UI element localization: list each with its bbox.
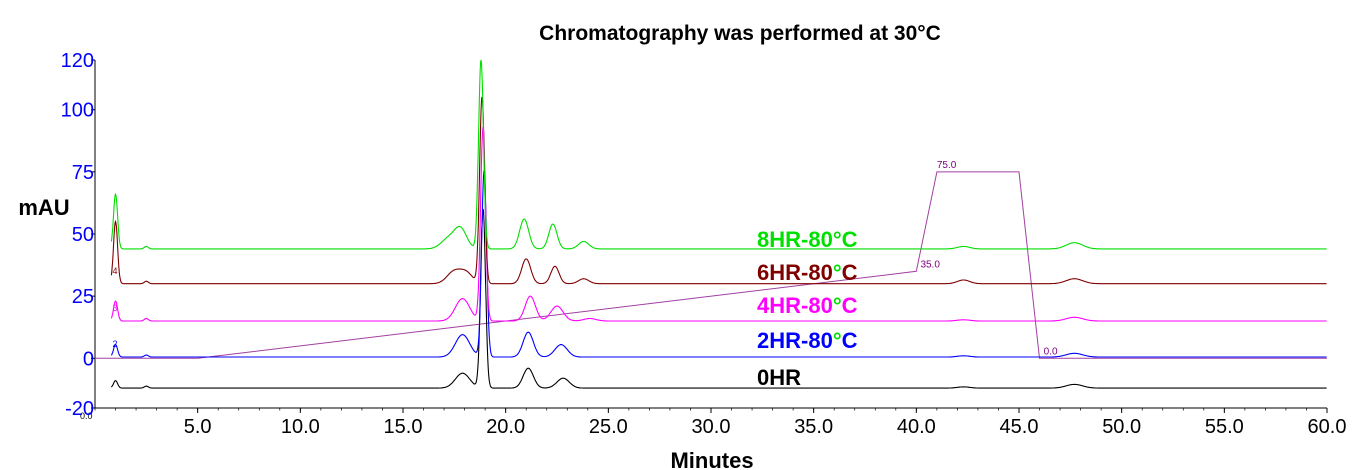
x-tick-label: 25.0 <box>589 416 628 438</box>
axes: 5.0 10.0 15.0 20.0 25.0 30.0 35.0 40.0 45.0 50.0 5… <box>61 50 1347 438</box>
trace-line <box>110 208 1327 389</box>
x-origin-label: 0.0 <box>80 411 93 421</box>
x-tick-label: 15.0 <box>384 416 423 438</box>
legend-entry: 4HR-80°C <box>757 293 858 318</box>
x-tick-label: 35.0 <box>794 416 833 438</box>
legend-label-suffix: C <box>842 293 858 318</box>
legend-label-main: 4HR-80 <box>757 293 833 318</box>
x-tick-label: 5.0 <box>184 416 212 438</box>
legend-label-main: 0HR <box>757 365 801 390</box>
legend-label-suffix: C <box>842 227 858 252</box>
x-tick-label: 60.0 <box>1308 416 1347 438</box>
gradient-label: 0.0 <box>1044 346 1058 357</box>
x-axis-label: Minutes <box>670 448 753 470</box>
legend-entry: 2HR-80°C <box>757 328 858 353</box>
y-tick-label: 0 <box>83 348 94 370</box>
gradient-label: 75.0 <box>937 160 957 171</box>
legend-degree-symbol: ° <box>833 227 842 252</box>
x-tick-label: 20.0 <box>486 416 525 438</box>
legend-degree-symbol: ° <box>833 328 842 353</box>
trace-line <box>110 59 1327 250</box>
peak-marker: 2 <box>113 339 118 349</box>
x-tick-label: 45.0 <box>1000 416 1039 438</box>
y-axis-label: mAU <box>18 195 69 220</box>
legend-label-main: 2HR-80 <box>757 328 833 353</box>
trace-line <box>110 170 1327 358</box>
legend-degree-symbol: ° <box>833 293 842 318</box>
y-tick-label: 75 <box>72 162 94 184</box>
gradient-label: 35.0 <box>920 259 940 270</box>
gradient-trace: 75.0 35.0 0.0 <box>95 160 1327 359</box>
peak-marker: 3 <box>113 303 118 313</box>
legend-entry: 0HR <box>757 365 801 390</box>
legend-label-main: 8HR-80 <box>757 227 833 252</box>
x-tick-label: 40.0 <box>897 416 936 438</box>
legend-label-main: 6HR-80 <box>757 260 833 285</box>
peak-marker: 4 <box>113 266 118 276</box>
x-tick-label: 30.0 <box>692 416 731 438</box>
sample-traces: 2 3 4 <box>110 59 1327 389</box>
x-tick-label: 55.0 <box>1205 416 1244 438</box>
trace-line <box>110 96 1327 285</box>
x-tick-label: 10.0 <box>281 416 320 438</box>
y-tick-label: 100 <box>61 100 94 122</box>
y-tick-label: 50 <box>72 224 94 246</box>
chart-title: Chromatography was performed at 30°C <box>539 22 941 45</box>
legend-degree-symbol: ° <box>833 260 842 285</box>
trace-line <box>110 126 1327 322</box>
legend-label-suffix: C <box>842 260 858 285</box>
legend-label-suffix: C <box>842 328 858 353</box>
y-tick-label: 120 <box>61 50 94 72</box>
gradient-line <box>95 171 1327 359</box>
legend-entry: 6HR-80°C <box>757 260 858 285</box>
y-tick-label: 25 <box>72 286 94 308</box>
x-tick-label: 50.0 <box>1102 416 1141 438</box>
y-tick-label: -20 <box>65 398 94 420</box>
legend-entry: 8HR-80°C <box>757 227 858 252</box>
